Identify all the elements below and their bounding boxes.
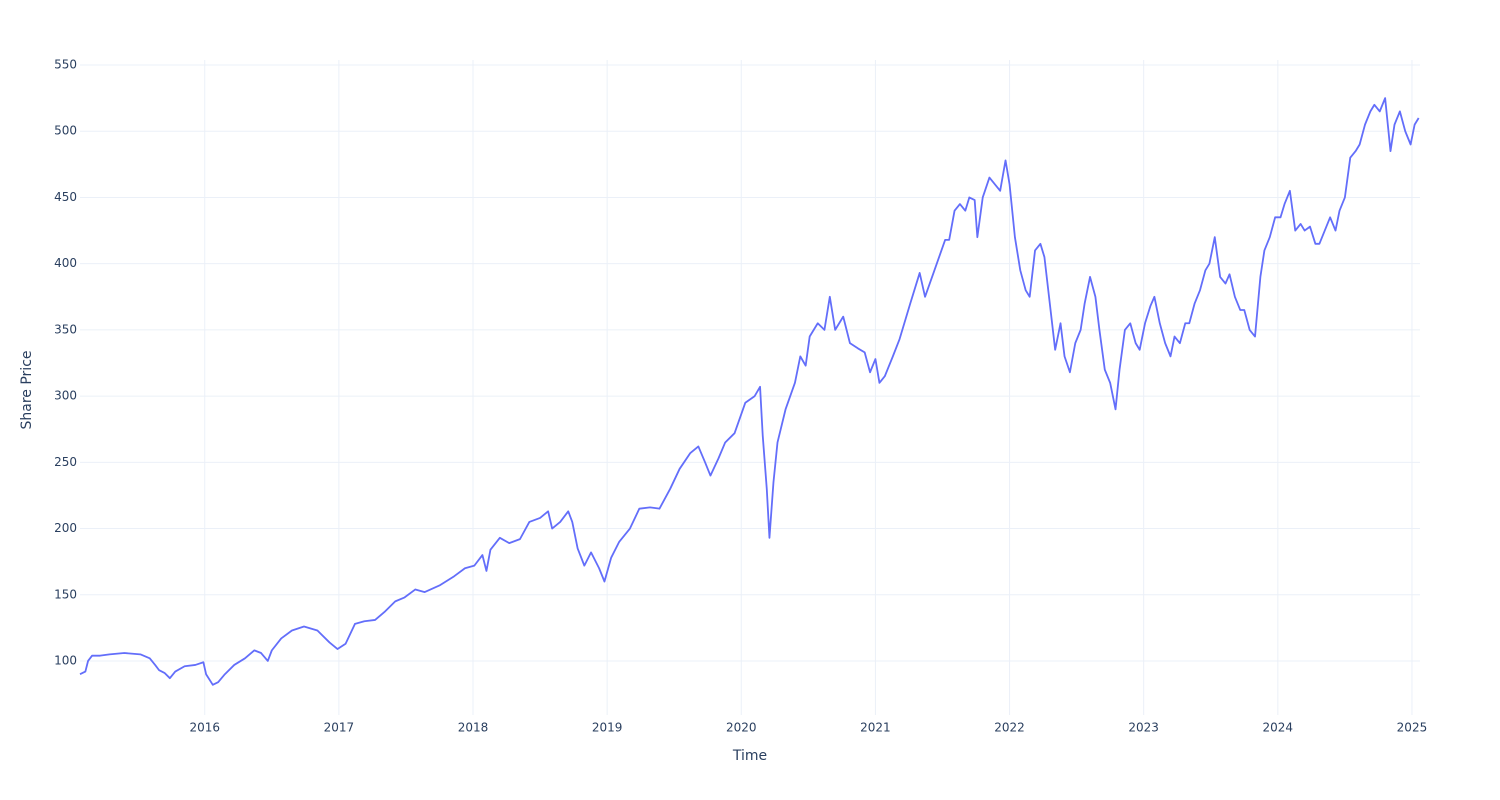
y-tick-label: 150 bbox=[54, 587, 77, 601]
y-tick-label: 250 bbox=[54, 455, 77, 469]
y-tick-label: 350 bbox=[54, 322, 77, 336]
x-tick-label: 2016 bbox=[189, 721, 220, 735]
x-tick-label: 2021 bbox=[860, 721, 891, 735]
price-line bbox=[79, 97, 1420, 686]
y-tick-label: 200 bbox=[54, 521, 77, 535]
x-tick-label: 2025 bbox=[1397, 721, 1428, 735]
x-tick-label: 2020 bbox=[726, 721, 757, 735]
y-tick-label: 500 bbox=[54, 124, 77, 138]
y-tick-label: 100 bbox=[54, 653, 77, 667]
x-tick-label: 2017 bbox=[324, 721, 355, 735]
x-tick-label: 2024 bbox=[1263, 721, 1294, 735]
y-tick-label: 550 bbox=[54, 58, 77, 72]
x-tick-label: 2022 bbox=[994, 721, 1025, 735]
x-axis-title: Time bbox=[732, 748, 767, 764]
y-tick-label: 300 bbox=[54, 389, 77, 403]
y-axis-title: Share Price bbox=[19, 350, 35, 429]
x-tick-label: 2018 bbox=[458, 721, 489, 735]
x-tick-label: 2019 bbox=[592, 721, 623, 735]
y-tick-label: 450 bbox=[54, 190, 77, 204]
x-tick-label: 2023 bbox=[1128, 721, 1159, 735]
y-tick-label: 400 bbox=[54, 256, 77, 270]
